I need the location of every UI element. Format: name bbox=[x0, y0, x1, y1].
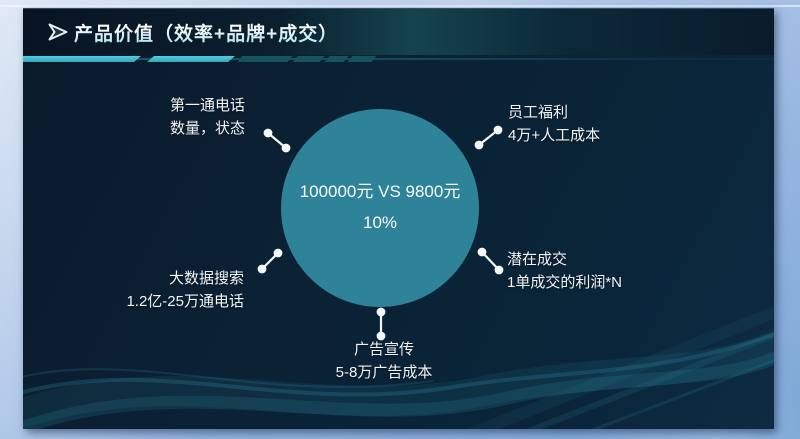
callout-big-data-search: 大数据搜索 1.2亿-25万通电话 bbox=[126, 267, 244, 313]
callout-line: 数量，状态 bbox=[170, 120, 246, 137]
center-circle: 100000元 VS 9800元 10% bbox=[281, 109, 479, 307]
divider-line bbox=[23, 58, 774, 60]
callout-first-call: 第一通电话 数量，状态 bbox=[170, 94, 245, 140]
callout-line: 潜在成交 bbox=[507, 251, 568, 268]
circle-percentage-text: 10% bbox=[362, 213, 398, 232]
presentation-slide: 产品价值（效率+品牌+成交） 100000元 VS 9800元 bbox=[23, 8, 774, 429]
title-divider bbox=[23, 56, 774, 64]
callout-line: 4万+人工成本 bbox=[508, 127, 601, 144]
arrowhead-icon bbox=[48, 23, 68, 41]
slide-title-bar: 产品价值（效率+品牌+成交） bbox=[23, 9, 774, 55]
frame-highlight-line bbox=[0, 5, 800, 7]
callout-advertising: 广告宣传 5-8万广告成本 bbox=[274, 338, 494, 384]
callout-line: 1.2亿-25万通电话 bbox=[126, 293, 244, 310]
circle-comparison-text: 100000元 VS 9800元 bbox=[299, 182, 461, 201]
callout-line: 第一通电话 bbox=[170, 97, 246, 114]
callout-employee-benefits: 员工福利 4万+人工成本 bbox=[508, 101, 600, 147]
divider-segment bbox=[147, 56, 235, 62]
callout-line: 大数据搜索 bbox=[168, 270, 244, 287]
callout-potential-deals: 潜在成交 1单成交的利润*N bbox=[507, 248, 622, 294]
connector-lines bbox=[257, 125, 504, 341]
slide-title: 产品价值（效率+品牌+成交） bbox=[74, 19, 338, 46]
callout-line: 5-8万广告成本 bbox=[335, 364, 433, 381]
divider-segment bbox=[23, 56, 141, 62]
callout-line: 1单成交的利润*N bbox=[507, 274, 623, 291]
callout-line: 广告宣传 bbox=[353, 341, 414, 358]
callout-line: 员工福利 bbox=[508, 104, 569, 121]
